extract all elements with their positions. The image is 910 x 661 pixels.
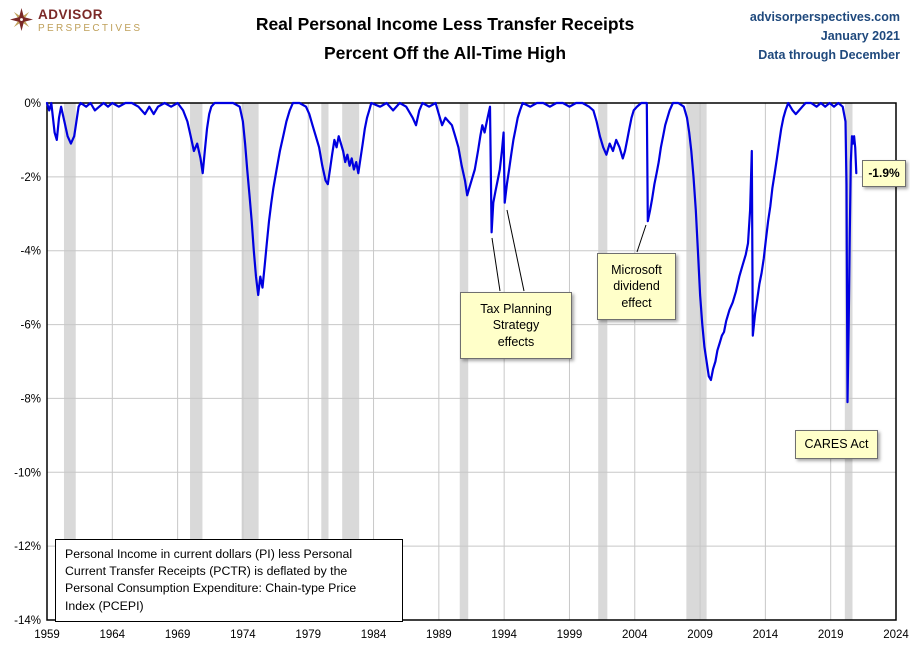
x-tick-label: 2014 xyxy=(753,629,779,641)
title-line-2: Percent Off the All-Time High xyxy=(323,43,567,63)
header-meta: advisorperspectives.com January 2021 Dat… xyxy=(750,8,900,65)
y-tick-label: -12% xyxy=(14,541,41,553)
x-tick-label: 1959 xyxy=(34,629,60,641)
recession-band xyxy=(598,103,608,620)
x-tick-label: 1979 xyxy=(295,629,321,641)
methodology-note: Personal Income in current dollars (PI) … xyxy=(55,539,403,622)
annotation-cares-act: CARES Act xyxy=(795,430,878,459)
recession-band xyxy=(190,103,203,620)
recession-band xyxy=(63,103,76,620)
x-tick-label: 1969 xyxy=(165,629,191,641)
page-title: Real Personal Income Less Transfer Recei… xyxy=(150,10,740,68)
logo-perspectives-text: PERSPECTIVES xyxy=(38,23,143,34)
plot-frame xyxy=(46,102,897,621)
x-tick-label: 2009 xyxy=(687,629,713,641)
y-tick-label: -8% xyxy=(21,393,41,405)
y-tick-label: 0% xyxy=(24,98,41,110)
y-tick-label: -10% xyxy=(14,467,41,479)
x-tick-label: 1974 xyxy=(230,629,256,641)
current-value-badge: -1.9% xyxy=(862,160,906,187)
x-tick-label: 2004 xyxy=(622,629,648,641)
data-through-label: Data through December xyxy=(758,48,900,62)
x-tick-label: 2019 xyxy=(818,629,844,641)
recession-band xyxy=(241,103,259,620)
y-tick-label: -6% xyxy=(21,320,41,332)
y-tick-label: -14% xyxy=(14,615,41,627)
series-line xyxy=(45,101,858,404)
x-tick-label: 1984 xyxy=(361,629,387,641)
x-tick-label: 1964 xyxy=(100,629,126,641)
y-tick-label: -4% xyxy=(21,246,41,258)
site-name: advisorperspectives.com xyxy=(749,10,900,24)
recession-band xyxy=(342,103,360,620)
x-tick-label: 1999 xyxy=(557,629,583,641)
x-tick-label: 1994 xyxy=(491,629,517,641)
recession-band xyxy=(321,103,329,620)
annotation-pointer-line xyxy=(636,224,647,253)
title-line-1: Real Personal Income Less Transfer Recei… xyxy=(255,14,635,34)
publication-date: January 2021 xyxy=(820,29,900,43)
x-tick-label: 1989 xyxy=(426,629,452,641)
x-tick-label: 2024 xyxy=(883,629,909,641)
compass-rose-icon xyxy=(10,8,33,36)
recession-band xyxy=(459,103,469,620)
annotation-microsoft-dividend: Microsoft dividend effect xyxy=(597,253,676,320)
annotation-pointer-line xyxy=(506,209,525,292)
annotation-pointer-line xyxy=(491,237,501,292)
annotation-tax-planning: Tax Planning Strategy effects xyxy=(460,292,572,359)
y-tick-label: -2% xyxy=(21,172,41,184)
advisor-perspectives-logo: ADVISOR PERSPECTIVES xyxy=(10,8,142,36)
logo-advisor-text: ADVISOR xyxy=(38,7,104,22)
recession-band xyxy=(686,103,707,620)
